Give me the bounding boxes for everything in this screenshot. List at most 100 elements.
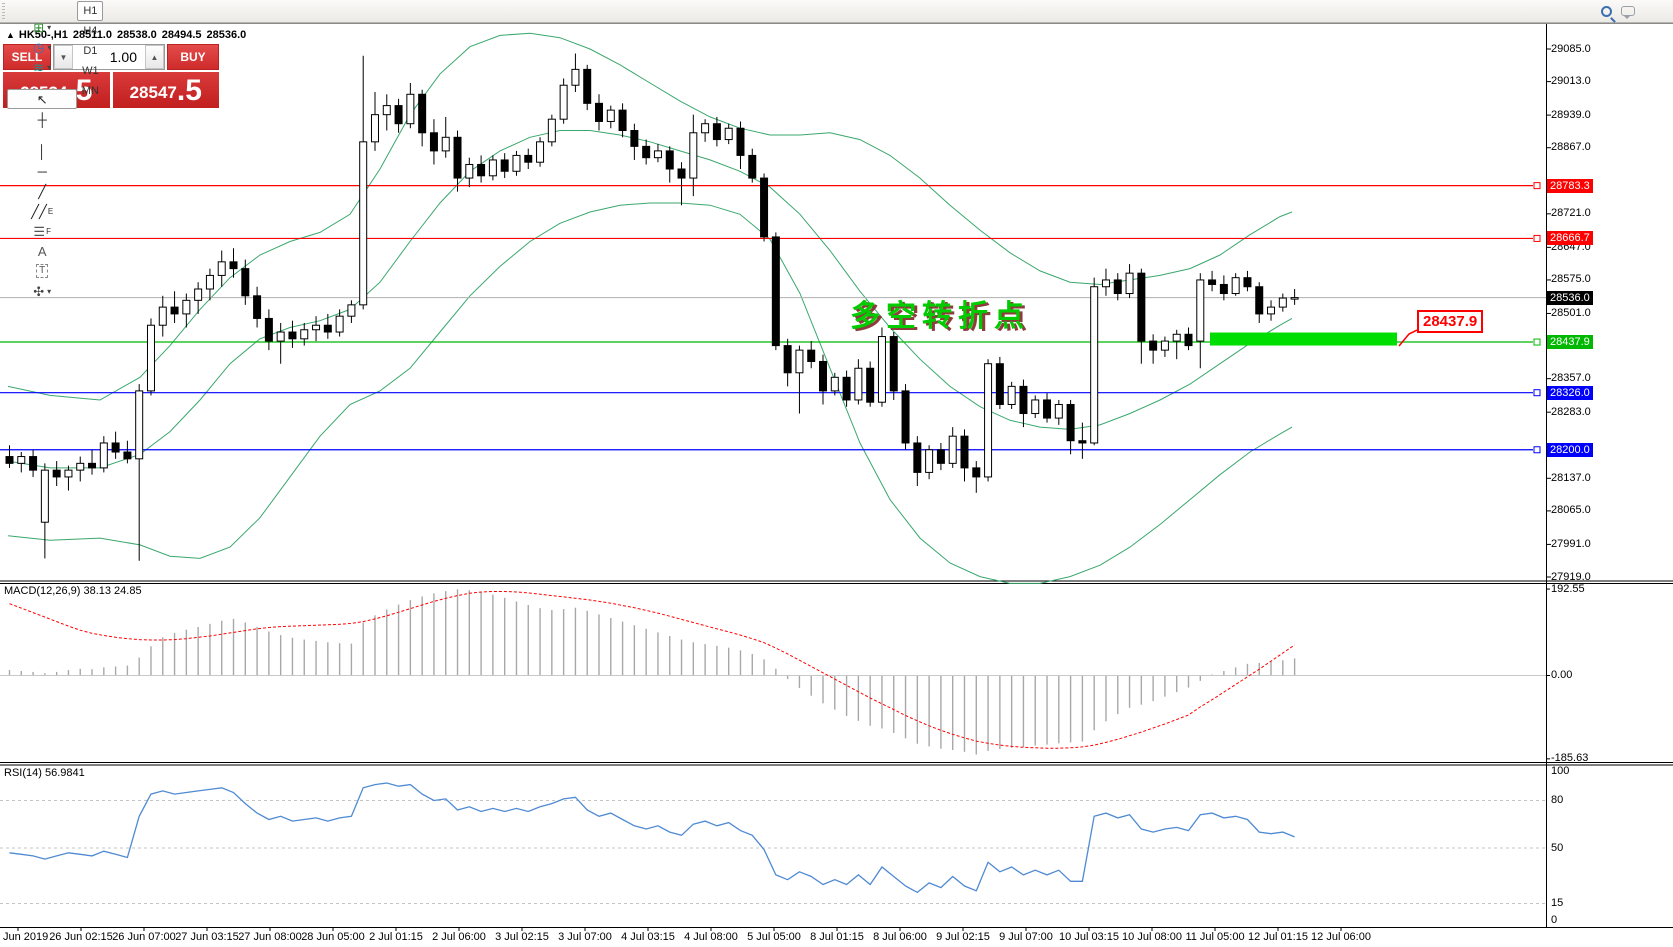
timeframe-button-w1[interactable]: W1: [82, 65, 99, 77]
crosshair-icon: ┼: [37, 111, 47, 127]
collapse-triangle-icon[interactable]: ▲: [6, 30, 15, 40]
macd-scale-label: -185.63: [1551, 752, 1589, 765]
symbol-name: HK50-,H1: [18, 29, 68, 41]
hline-anchor: [1533, 182, 1541, 190]
time-tick-label: 12 Jul 06:00: [1311, 931, 1371, 943]
equidistant-channel-icon-letter: E: [47, 206, 54, 216]
price-marker-label: 28200.0: [1547, 442, 1593, 457]
trendline-button[interactable]: ╱: [7, 181, 77, 201]
fibonacci-button[interactable]: ☰ F: [7, 221, 77, 241]
pivot-price-tag[interactable]: 28437.9: [1417, 310, 1484, 333]
chevron-down-icon[interactable]: ▾: [47, 286, 52, 296]
time-tick-label: 8 Jul 01:15: [810, 931, 864, 943]
ohlc-open: 28511.0: [72, 29, 112, 41]
toolbar: ✚新订单▤☁◉◍自动交易║◫∿⊕⊖▦⇥⇤⊞▾◷▾≋▾↖┼│─╱╱╱E☰FAT✣▾…: [0, 0, 1673, 298]
chart-shift-button[interactable]: ⇤: [7, 0, 77, 5]
chevron-down-icon[interactable]: ▾: [47, 62, 52, 72]
price-marker-label: 28666.7: [1547, 231, 1593, 246]
timeframe-button-d1[interactable]: D1: [83, 45, 98, 57]
price-tick-label: 28939.0: [1551, 108, 1591, 121]
time-tick-label: 26 Jun 07:00: [112, 931, 176, 943]
text-label-button[interactable]: T: [7, 261, 77, 281]
price-tick-label: 29013.0: [1551, 75, 1591, 88]
time-tick-label: 26 Jun 02:15: [49, 931, 113, 943]
new-chart-icon: ⊞: [33, 19, 45, 35]
time-tick-label: 8 Jul 06:00: [873, 931, 927, 943]
time-tick-label: 3 Jul 02:15: [495, 931, 549, 943]
timeframe-button-h1[interactable]: H1: [77, 1, 104, 21]
arrows-icon: ✣: [33, 283, 45, 299]
candles: [5, 53, 1299, 561]
rsi-scale-label: 15: [1551, 896, 1564, 909]
volume-stepper: ▼ 1.00 ▲: [53, 44, 165, 70]
cursor-button[interactable]: ↖: [7, 89, 78, 109]
hline-anchor: [1533, 338, 1541, 346]
rsi-scale-label: 50: [1551, 841, 1564, 854]
fibonacci-icon: ☰: [33, 223, 46, 239]
volume-input[interactable]: 1.00: [73, 45, 145, 69]
profiles-button[interactable]: ◷ ▾: [7, 37, 77, 57]
search-button[interactable]: [1595, 1, 1617, 21]
time-tick-label: 9 Jul 07:00: [999, 931, 1053, 943]
rsi-scale-label: 80: [1551, 793, 1564, 806]
new-chart-button[interactable]: ⊞ ▾: [7, 17, 77, 37]
buy-price-fraction: .5: [176, 74, 202, 107]
time-tick-label: 25 Jun 2019: [0, 931, 49, 943]
ohlc-close: 28536.0: [206, 29, 247, 41]
text-icon: A: [37, 243, 47, 259]
volume-decrease-button[interactable]: ▼: [54, 45, 73, 69]
price-tick-label: 28721.0: [1551, 207, 1591, 220]
horizontal-lines: [0, 182, 1546, 454]
time-tick-label: 10 Jul 08:00: [1122, 931, 1182, 943]
ohlc-low: 28494.5: [161, 29, 202, 41]
time-tick-label: 4 Jul 08:00: [684, 931, 738, 943]
toolbar-grip: [2, 3, 5, 19]
macd-scale-label: 0.00: [1551, 669, 1573, 681]
price-tick-label: 28357.0: [1551, 372, 1591, 385]
cursor-icon: ↖: [36, 91, 48, 107]
crosshair-button[interactable]: ┼: [7, 109, 77, 129]
bollinger-upper: [7, 32, 1293, 401]
buy-price-main: 28547: [129, 83, 177, 102]
text-button[interactable]: A: [7, 241, 77, 261]
indicators-icon: ≋: [33, 59, 45, 75]
timeframe-button-h4[interactable]: H4: [83, 25, 98, 37]
sell-button[interactable]: SELL: [3, 44, 51, 70]
price-marker-label: 28437.9: [1547, 335, 1593, 350]
buy-price-display[interactable]: 28547.5: [112, 72, 219, 108]
bollinger-lower: [7, 202, 1293, 584]
vertical-line-icon: │: [38, 143, 47, 159]
time-tick-label: 9 Jul 02:15: [936, 931, 990, 943]
time-tick-label: 2 Jul 06:00: [432, 931, 486, 943]
price-tick-label: 27919.0: [1551, 570, 1591, 583]
indicators-button[interactable]: ≋ ▾: [7, 57, 77, 77]
price-tick-label: 28867.0: [1551, 141, 1591, 154]
fibonacci-icon-letter: F: [46, 226, 51, 236]
trendline-icon: ╱: [38, 183, 47, 199]
chevron-down-icon[interactable]: ▾: [47, 42, 52, 52]
arrows-button[interactable]: ✣ ▾: [7, 281, 77, 301]
equidistant-channel-icon: ╱╱: [31, 203, 47, 219]
chevron-down-icon[interactable]: ▾: [47, 22, 52, 32]
price-marker-label: 28783.3: [1547, 178, 1593, 193]
buy-button[interactable]: BUY: [167, 44, 219, 70]
time-tick-label: 11 Jul 05:00: [1185, 931, 1245, 943]
volume-increase-button[interactable]: ▲: [145, 45, 164, 69]
time-tick-label: 2 Jul 01:15: [369, 931, 423, 943]
macd-scale-label: 192.55: [1551, 582, 1585, 595]
bollinger-bands: [7, 32, 1293, 584]
chat-button[interactable]: [1617, 1, 1639, 21]
time-tick-label: 5 Jul 05:00: [747, 931, 801, 943]
highlight-bar[interactable]: [1210, 332, 1397, 346]
rsi-line: [9, 782, 1295, 894]
hline-anchor: [1533, 446, 1541, 454]
vertical-line-button[interactable]: │: [7, 141, 77, 161]
timeframe-button-mn[interactable]: MN: [81, 85, 99, 97]
price-tick-label: 28575.0: [1551, 273, 1591, 286]
chart-annotation-text[interactable]: 多空转折点: [850, 300, 1030, 333]
ohlc-high: 28538.0: [116, 29, 157, 41]
time-tick-label: 4 Jul 03:15: [621, 931, 675, 943]
horizontal-line-button[interactable]: ─: [7, 161, 77, 181]
equidistant-channel-button[interactable]: ╱╱ E: [7, 201, 77, 221]
